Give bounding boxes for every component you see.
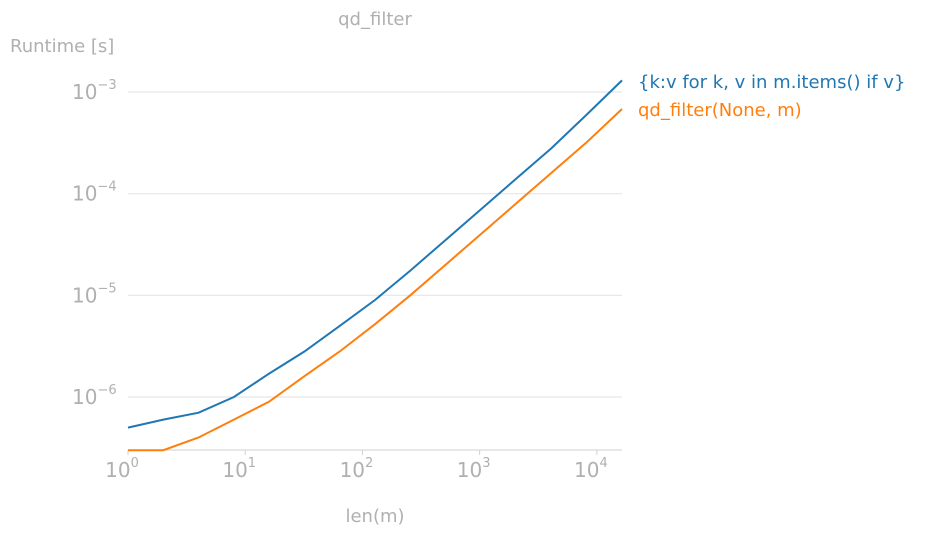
chart-title: qd_filter [338,9,412,30]
x-tick-label: 101 [222,456,256,482]
series-line-0 [127,79,623,429]
legend-label-1: qd_filter(None, m) [638,100,802,121]
legend-label-0: {k:v for k, v in m.items() if v} [638,72,905,93]
grid-lines [128,91,622,398]
x-tick-label: 104 [574,456,608,482]
x-tick-label: 102 [340,456,374,482]
y-tick-label: 10−3 [72,78,117,104]
legend: {k:v for k, v in m.items() if v} qd_filte… [638,72,905,121]
x-tick-label: 100 [105,456,139,482]
series-line-1 [128,108,623,452]
x-axis-label: len(m) [345,506,404,527]
x-tick-label: 103 [457,456,491,482]
y-tick-label: 10−4 [72,180,117,206]
x-axis-ticks: 100 101 102 103 104 [105,450,608,482]
y-axis-ticks: 10−6 10−5 10−4 10−3 [72,78,117,409]
y-tick-label: 10−5 [72,281,117,307]
y-axis-label: Runtime [s] [10,36,114,57]
series-lines [127,79,623,452]
y-tick-label: 10−6 [72,383,117,409]
